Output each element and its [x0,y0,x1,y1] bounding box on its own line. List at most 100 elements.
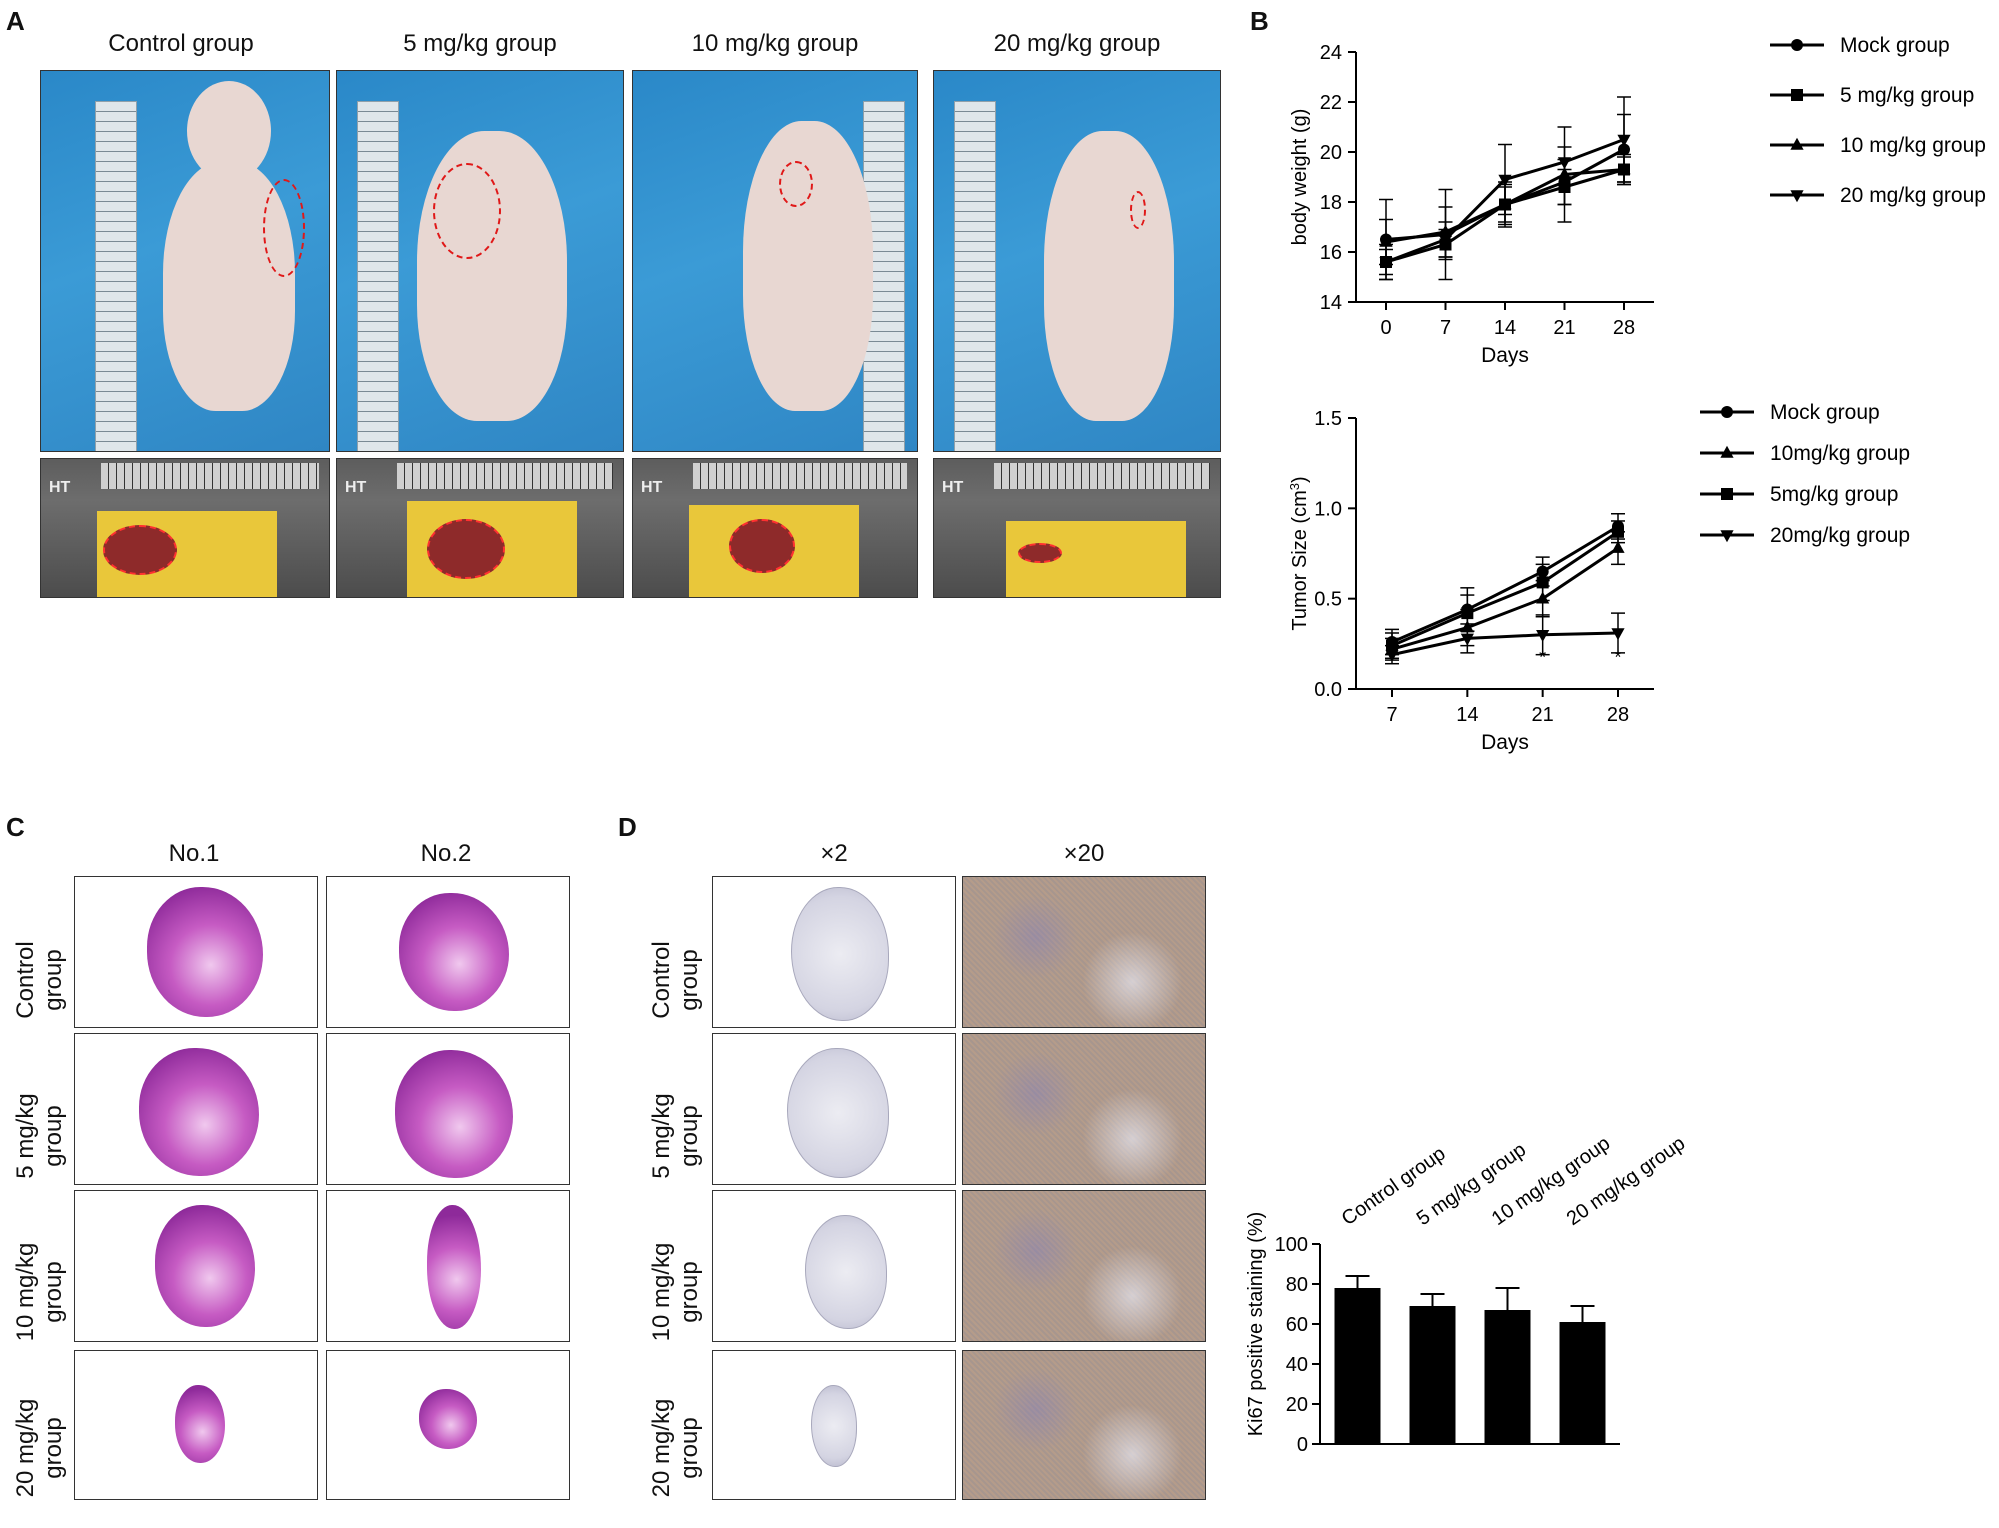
caliper-brand: HT [345,479,366,497]
ihc-slide-5mg-2x [712,1033,956,1185]
legend-label: Mock group [1770,401,1880,424]
y-tick-label: 1.0 [1314,498,1342,520]
ihc-field-10mg-20x [962,1190,1206,1342]
ihc-field-5mg-20x [962,1033,1206,1185]
mouse-photo-20mg [933,70,1221,452]
y-tick-label: 0.0 [1314,679,1342,701]
y-tick-label: 1.5 [1314,408,1342,430]
ihc-column-title-2x: ×2 [712,840,956,868]
ihc-field-20mg-20x [962,1350,1206,1500]
bar [1485,1310,1531,1444]
legend-marker [1791,89,1803,101]
caliper-brand: HT [641,479,662,497]
y-tick-label: 100 [1275,1234,1308,1256]
y-tick-label: 40 [1286,1354,1308,1376]
column-title-5mg: 5 mg/kg group [336,30,624,58]
tumor-size-chart: 0.0 0.5 1.0 1.5 7 14 21 28 Days Tumor Size (cm3) *… [1270,392,1999,772]
ihc-row-label-5mg: 5 mg/kg group [648,1056,704,1216]
legend-label: 5mg/kg group [1770,483,1898,506]
ihc-slide-control-2x [712,876,956,1028]
x-tick-label: 21 [1553,317,1575,339]
he-row-label-control: Control group [12,900,68,1060]
y-tick-label: 0.5 [1314,589,1342,611]
he-tissue [419,1389,477,1449]
x-tick-label: 14 [1494,317,1516,339]
ihc-tissue [787,1048,889,1178]
panel-label-c: C [6,812,25,843]
column-title-20mg: 20 mg/kg group [933,30,1221,58]
legend-marker [1791,39,1803,51]
he-slide-5mg-2 [326,1033,570,1185]
ihc-row-label-10mg: 10 mg/kg group [648,1212,704,1372]
excised-tumor [427,519,505,579]
x-tick-label: 7 [1386,704,1397,726]
mouse-photo-5mg [336,70,624,452]
panel-label-d: D [618,812,637,843]
tumor-outline [779,161,813,207]
ihc-column-title-20x: ×20 [962,840,1206,868]
tumor-photo-5mg: HT [336,458,624,598]
y-tick-label: 20 [1320,142,1342,164]
tumor-photo-20mg: HT [933,458,1221,598]
ruler [95,101,137,452]
he-row-label-5mg: 5 mg/kg group [12,1056,68,1216]
y-tick-label: 16 [1320,242,1342,264]
excised-tumor [103,525,177,575]
ihc-tissue [811,1385,857,1467]
series-20mg-kg-group [1385,613,1625,664]
x-tick-label: 14 [1456,704,1478,726]
significance-star: * [1614,648,1621,668]
y-axis-label: Ki67 positive staining (%) [1245,1212,1267,1437]
mouse-body [743,121,873,411]
ihc-slide-10mg-2x [712,1190,956,1342]
tumor-outline [433,163,501,259]
ihc-tissue [805,1215,887,1329]
bar [1560,1322,1606,1444]
tumor-photo-control: HT [40,458,330,598]
ihc-row-label-20mg: 20 mg/kg group [648,1368,704,1528]
he-row-label-10mg: 10 mg/kg group [12,1212,68,1372]
he-slide-10mg-2 [326,1190,570,1342]
he-tissue [395,1050,513,1178]
y-tick-label: 18 [1320,192,1342,214]
ihc-row-label-control: Control group [648,900,704,1060]
x-axis-label: Days [1481,344,1529,367]
he-slide-control-1 [74,876,318,1028]
x-tick-label: 0 [1380,317,1391,339]
bar [1410,1306,1456,1444]
tumor-photo-10mg: HT [632,458,918,598]
he-slide-20mg-2 [326,1350,570,1500]
ihc-field-control-20x [962,876,1206,1028]
bar [1335,1288,1381,1444]
tumor-outline [263,179,305,277]
y-axis-label: Tumor Size (cm3) [1287,476,1312,630]
he-column-title-2: No.2 [326,840,566,868]
column-title-control: Control group [40,30,322,58]
mouse-head [187,81,271,181]
caliper-scale [693,463,907,489]
mouse-photo-control [40,70,330,452]
caliper-scale [101,463,319,489]
y-tick-label: 24 [1320,42,1342,64]
he-tissue [399,893,509,1011]
ihc-slide-20mg-2x [712,1350,956,1500]
he-tissue [427,1205,481,1329]
legend-label: 20 mg/kg group [1840,184,1986,207]
mouse-body [417,131,567,421]
panel-label-b: B [1250,6,1269,37]
x-tick-label: 28 [1607,704,1629,726]
excised-tumor [729,519,795,573]
series-line [1392,526,1618,642]
legend-label: 20mg/kg group [1770,524,1910,547]
body-weight-chart: 1416182022240 7 14 21 28Daysbody weight (g)M… [1270,20,1999,390]
he-column-title-1: No.1 [74,840,314,868]
ruler [954,101,996,452]
excised-tumor [1018,543,1062,563]
ihc-tissue [791,887,889,1021]
he-slide-20mg-1 [74,1350,318,1500]
x-axis-label: Days [1481,731,1529,754]
he-row-label-20mg: 20 mg/kg group [12,1368,68,1528]
data-point [1612,526,1624,538]
y-tick-label: 20 [1286,1394,1308,1416]
